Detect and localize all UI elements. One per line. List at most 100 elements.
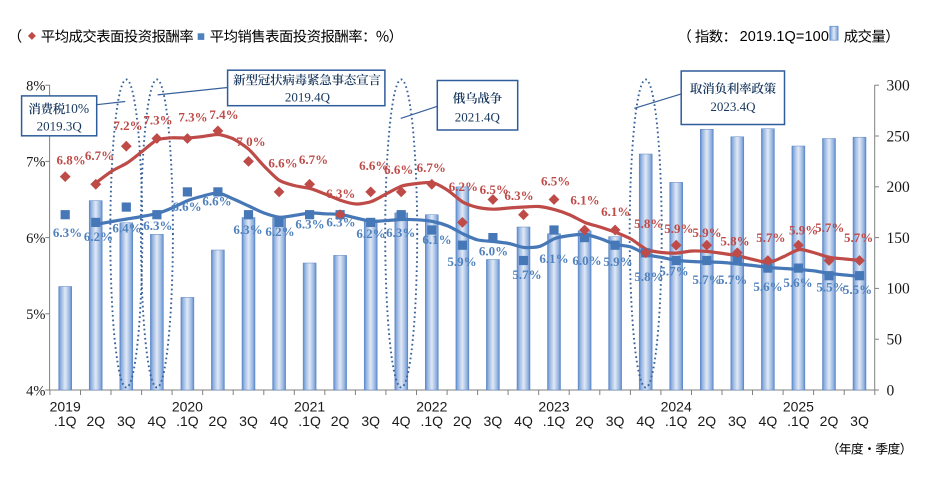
svg-text:.1Q: .1Q (665, 413, 688, 429)
svg-text:4Q: 4Q (636, 413, 655, 429)
svg-text:2Q: 2Q (575, 413, 594, 429)
svg-text:2020: 2020 (172, 399, 203, 415)
svg-text:2023: 2023 (538, 399, 569, 415)
svg-text:6.1%: 6.1% (601, 204, 630, 219)
svg-text:2019.4Q: 2019.4Q (285, 90, 331, 105)
svg-text:2Q: 2Q (86, 413, 105, 429)
svg-text:.1Q: .1Q (176, 413, 199, 429)
svg-text:6.5%: 6.5% (541, 173, 570, 188)
svg-text:.1Q: .1Q (543, 413, 566, 429)
svg-text:3Q: 3Q (239, 413, 258, 429)
svg-text:5.7%: 5.7% (844, 230, 873, 245)
svg-text:2Q: 2Q (820, 413, 839, 429)
svg-text:5.9%: 5.9% (603, 254, 632, 269)
svg-text:.1Q: .1Q (54, 413, 77, 429)
svg-text:2019.3Q: 2019.3Q (37, 118, 83, 133)
svg-text:3Q: 3Q (850, 413, 869, 429)
svg-text:6.1%: 6.1% (570, 192, 599, 207)
svg-text:100: 100 (887, 281, 911, 298)
svg-text:5.7%: 5.7% (718, 272, 747, 287)
svg-text:6.7%: 6.7% (417, 160, 446, 175)
svg-text:6.2%: 6.2% (265, 224, 294, 239)
svg-text:3Q: 3Q (606, 413, 625, 429)
svg-text:5.7%: 5.7% (756, 230, 785, 245)
svg-text:.1Q: .1Q (298, 413, 321, 429)
svg-text:.1Q: .1Q (421, 413, 444, 429)
svg-text:6.6%: 6.6% (359, 158, 388, 173)
svg-text:6.5%: 6.5% (480, 182, 509, 197)
svg-text:5.5%: 5.5% (816, 280, 845, 295)
svg-text:6.6%: 6.6% (384, 162, 413, 177)
svg-text:250: 250 (887, 128, 911, 145)
svg-text:2023.4Q: 2023.4Q (710, 99, 756, 114)
svg-text:4Q: 4Q (270, 413, 289, 429)
svg-text:2021.4Q: 2021.4Q (455, 110, 501, 125)
svg-text:6.3%: 6.3% (295, 217, 324, 232)
svg-text:3Q: 3Q (117, 413, 136, 429)
svg-text:6.1%: 6.1% (422, 232, 451, 247)
svg-text:6.3%: 6.3% (504, 188, 533, 203)
svg-text:2019: 2019 (50, 399, 81, 415)
svg-text:6.0%: 6.0% (572, 253, 601, 268)
svg-text:6.3%: 6.3% (233, 222, 262, 237)
svg-text:150: 150 (887, 230, 911, 247)
svg-text:5.9%: 5.9% (789, 223, 818, 238)
svg-text:200: 200 (887, 179, 911, 196)
svg-text:10%: 10% (64, 101, 89, 116)
svg-text:7%: 7% (26, 155, 45, 171)
svg-text:300: 300 (887, 78, 911, 95)
svg-text:6.7%: 6.7% (85, 148, 114, 163)
svg-text:3Q: 3Q (728, 413, 747, 429)
svg-text:6.6%: 6.6% (268, 156, 297, 171)
svg-text:4Q: 4Q (514, 413, 533, 429)
svg-text:5.8%: 5.8% (720, 234, 749, 249)
svg-text:6.8%: 6.8% (56, 153, 85, 168)
svg-text:5.9%: 5.9% (447, 254, 476, 269)
svg-text:8%: 8% (26, 79, 45, 95)
svg-text:5.7%: 5.7% (692, 272, 721, 287)
svg-text:3Q: 3Q (484, 413, 503, 429)
svg-text:6.1%: 6.1% (539, 251, 568, 266)
svg-text:5.9%: 5.9% (692, 225, 721, 240)
svg-text:2024: 2024 (661, 399, 692, 415)
svg-text:6.3%: 6.3% (386, 225, 415, 240)
svg-text:5.8%: 5.8% (634, 216, 663, 231)
svg-text:0: 0 (887, 382, 895, 399)
svg-text:7.4%: 7.4% (209, 107, 238, 122)
svg-text:6.3%: 6.3% (143, 218, 172, 233)
svg-text:5.6%: 5.6% (783, 275, 812, 290)
svg-text:2022: 2022 (416, 399, 447, 415)
svg-text:6.6%: 6.6% (202, 194, 231, 209)
svg-text:5.5%: 5.5% (843, 282, 872, 297)
svg-text:5%: 5% (26, 307, 45, 323)
svg-text:5.7%: 5.7% (659, 264, 688, 279)
svg-text:.1Q: .1Q (787, 413, 810, 429)
svg-text:3Q: 3Q (361, 413, 380, 429)
svg-text:6.3%: 6.3% (326, 214, 355, 229)
svg-text:7.0%: 7.0% (236, 134, 265, 149)
svg-text:6.6%: 6.6% (172, 199, 201, 214)
svg-text:2025: 2025 (783, 399, 814, 415)
svg-text:7.3%: 7.3% (143, 113, 172, 128)
svg-text:4Q: 4Q (392, 413, 411, 429)
svg-text:2Q: 2Q (453, 413, 472, 429)
svg-text:7.3%: 7.3% (178, 110, 207, 125)
svg-text:50: 50 (887, 332, 903, 349)
svg-text:4Q: 4Q (759, 413, 778, 429)
svg-text:5.7%: 5.7% (512, 267, 541, 282)
svg-text:2021: 2021 (294, 399, 325, 415)
svg-text:6%: 6% (26, 231, 45, 247)
svg-text:6.3%: 6.3% (326, 186, 355, 201)
svg-text:5.9%: 5.9% (664, 221, 693, 236)
svg-text:5.7%: 5.7% (815, 220, 844, 235)
svg-text:6.0%: 6.0% (479, 244, 508, 259)
svg-text:6.2%: 6.2% (449, 179, 478, 194)
svg-text:5.6%: 5.6% (753, 279, 782, 294)
svg-text:2Q: 2Q (331, 413, 350, 429)
svg-text:6.2%: 6.2% (84, 229, 113, 244)
svg-text:2Q: 2Q (697, 413, 716, 429)
svg-text:2Q: 2Q (209, 413, 228, 429)
svg-text:2019.1Q=100: 2019.1Q=100 (740, 29, 829, 45)
svg-text:4%: 4% (26, 383, 45, 399)
svg-text:6.7%: 6.7% (299, 152, 328, 167)
